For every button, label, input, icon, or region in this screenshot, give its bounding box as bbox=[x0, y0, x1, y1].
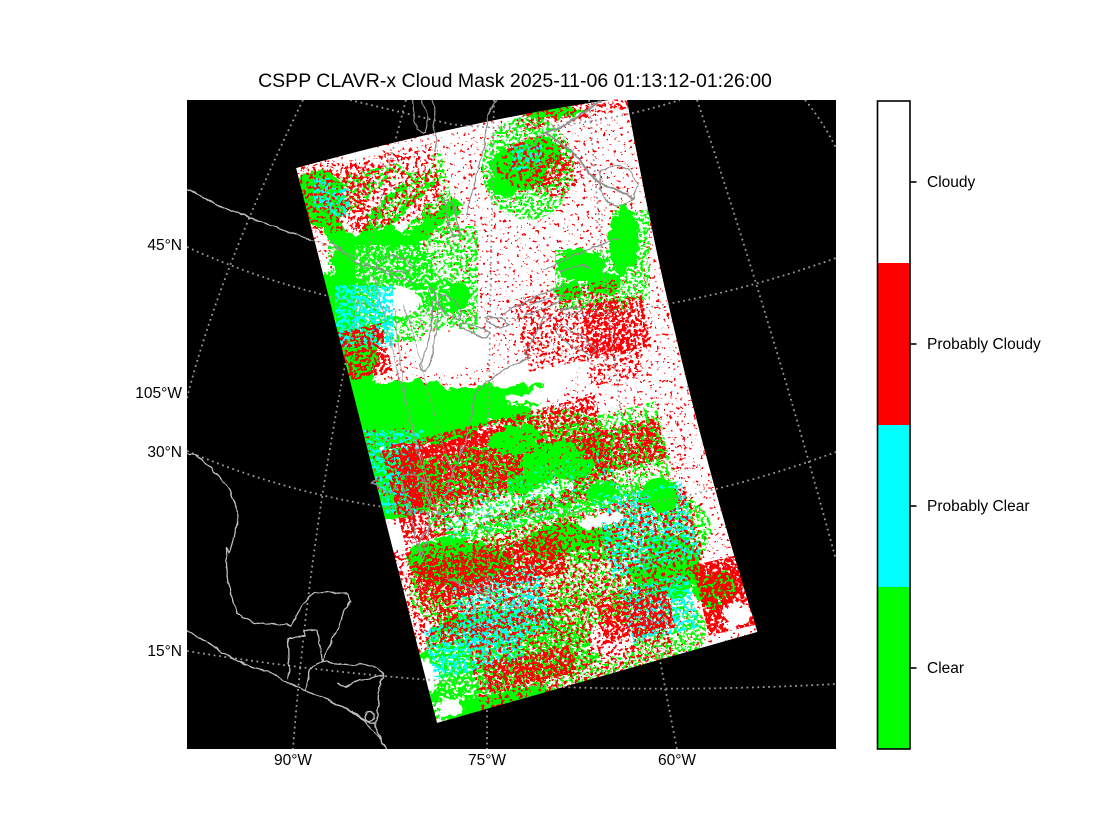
svg-text:Probably Cloudy: Probably Cloudy bbox=[927, 336, 1041, 353]
svg-text:CSPP CLAVR-x Cloud Mask 2025-1: CSPP CLAVR-x Cloud Mask 2025-11-06 01:13… bbox=[258, 70, 772, 92]
svg-text:45°N: 45°N bbox=[147, 237, 182, 254]
svg-text:Clear: Clear bbox=[927, 660, 964, 677]
svg-text:90°W: 90°W bbox=[274, 752, 312, 769]
svg-text:30°N: 30°N bbox=[147, 444, 182, 461]
svg-text:75°W: 75°W bbox=[468, 752, 506, 769]
svg-text:105°W: 105°W bbox=[135, 385, 182, 402]
svg-text:Cloudy: Cloudy bbox=[927, 174, 975, 191]
svg-text:15°N: 15°N bbox=[147, 643, 182, 660]
svg-text:Probably Clear: Probably Clear bbox=[927, 498, 1030, 515]
svg-text:60°W: 60°W bbox=[658, 752, 696, 769]
